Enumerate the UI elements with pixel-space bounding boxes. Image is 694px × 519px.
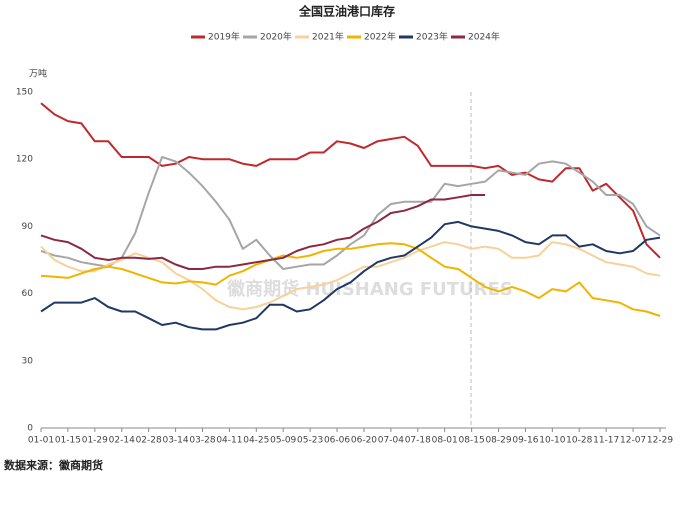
watermark: 徽商期货 HUISHANG FUTURES (226, 278, 513, 300)
x-tick-label: 07-18 (405, 436, 431, 446)
x-tick-label: 09-16 (512, 436, 538, 446)
y-tick-label: 120 (16, 155, 33, 165)
legend-label: 2023年 (416, 31, 448, 43)
x-tick-label: 08-29 (485, 436, 511, 446)
series-line (40, 242, 661, 317)
x-tick-label: 01-15 (55, 436, 81, 446)
x-tick-label: 10-10 (539, 436, 565, 446)
x-tick-label: 03-14 (162, 436, 188, 446)
x-tick-label: 12-07 (620, 436, 646, 446)
legend-label: 2022年 (364, 31, 396, 43)
legend-label: 2021年 (312, 31, 344, 43)
x-tick-label: 02-14 (109, 436, 135, 446)
x-tick-label: 10-28 (566, 436, 592, 446)
x-tick-label: 04-11 (216, 436, 242, 446)
x-tick-label: 07-04 (378, 436, 404, 446)
x-tick-label: 08-15 (459, 436, 485, 446)
x-tick-label: 11-17 (593, 436, 619, 446)
series-line (40, 220, 661, 331)
x-tick-label: 03-28 (189, 436, 215, 446)
x-tick-label: 06-06 (324, 436, 350, 446)
legend-label: 2019年 (208, 31, 240, 43)
y-tick-label: 0 (27, 424, 33, 434)
source: 数据来源：徽商期货 (4, 458, 103, 472)
x-tick-label: 05-09 (270, 436, 296, 446)
y-unit: 万吨 (29, 68, 47, 80)
y-tick-label: 30 (22, 356, 34, 366)
x-tick-label: 12-29 (647, 436, 673, 446)
x-tick-label: 06-20 (351, 436, 377, 446)
y-tick-label: 60 (22, 289, 34, 299)
legend-label: 2020年 (260, 31, 292, 43)
x-tick-label: 08-01 (432, 436, 458, 446)
x-tick-label: 04-25 (243, 436, 269, 446)
y-tick-label: 90 (22, 222, 34, 232)
x-tick-label: 02-28 (136, 436, 162, 446)
series-line (40, 102, 661, 259)
y-tick-label: 150 (16, 88, 33, 98)
x-tick-label: 01-01 (28, 436, 54, 446)
series-line (40, 241, 661, 311)
chart-title: 全国豆油港口库存 (298, 4, 395, 19)
x-tick-label: 05-23 (297, 436, 323, 446)
x-tick-label: 01-29 (82, 436, 108, 446)
series-line (40, 156, 661, 270)
legend-label: 2024年 (468, 31, 500, 43)
series-line (40, 194, 486, 270)
